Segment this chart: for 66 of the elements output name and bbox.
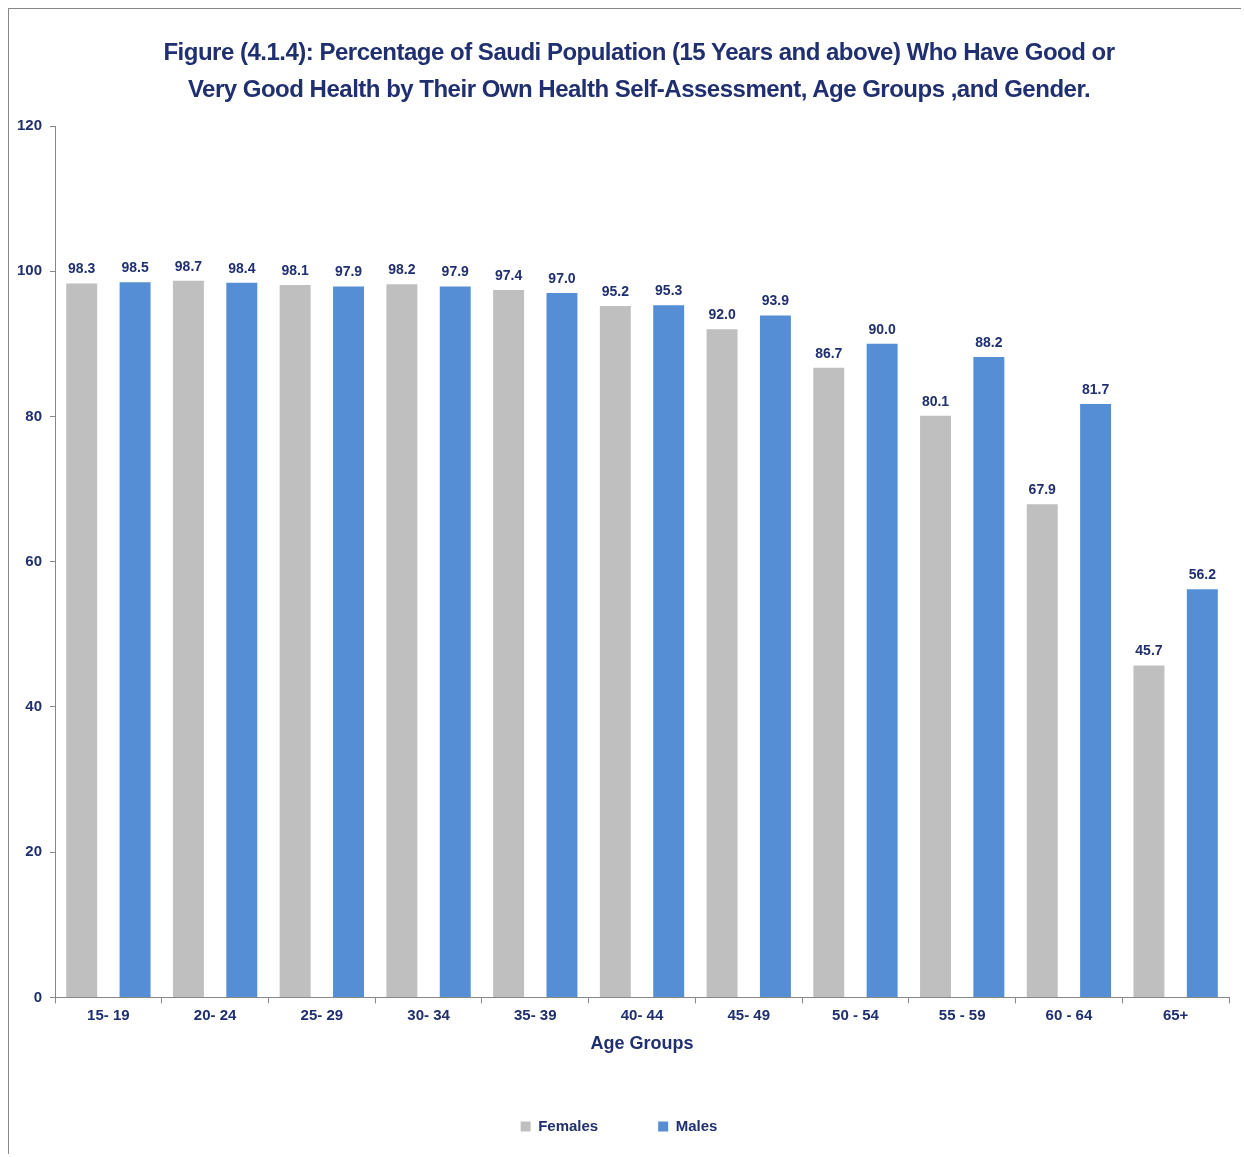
data-label: 90.0: [868, 320, 896, 337]
y-tick-label: 40: [25, 697, 43, 715]
data-label: 97.9: [441, 263, 470, 280]
bar: [759, 315, 791, 997]
y-tick-label: 100: [17, 261, 43, 279]
data-label: 92.0: [708, 306, 736, 323]
x-tick-label: 60 - 64: [1045, 1005, 1093, 1023]
data-label: 95.2: [601, 282, 630, 299]
data-label: 81.7: [1081, 380, 1110, 397]
data-label: 86.7: [815, 344, 843, 361]
data-label: 97.4: [494, 266, 523, 283]
bar: [439, 286, 471, 997]
data-label: 98.4: [228, 259, 256, 276]
x-tick-label: 45- 49: [727, 1005, 771, 1023]
y-tick-label: 80: [25, 406, 43, 424]
x-tick-label: 35- 39: [514, 1005, 557, 1023]
y-tick-label: 120: [17, 116, 43, 134]
bar: [279, 285, 311, 997]
data-label: 56.2: [1188, 566, 1217, 583]
bar: [1080, 404, 1112, 997]
x-tick-label: 15- 19: [87, 1005, 130, 1023]
bar: [1133, 665, 1165, 997]
data-label: 98.2: [388, 261, 416, 278]
legend-label: Males: [675, 1116, 718, 1134]
bar: [706, 329, 738, 997]
bar: [1026, 504, 1058, 997]
data-label: 93.9: [761, 292, 790, 309]
data-label: 98.7: [174, 257, 203, 274]
legend-label: Females: [538, 1116, 599, 1134]
bar: [866, 343, 898, 997]
data-label: 98.3: [68, 260, 96, 277]
bar: [119, 282, 151, 997]
bar: [546, 293, 578, 997]
data-label: 97.9: [334, 263, 363, 280]
bar: [66, 283, 98, 997]
bar: [333, 286, 364, 997]
bar: [653, 305, 685, 997]
chart-title: Figure (4.1.4): Percentage of Saudi Population (15 Years and above) Who Have Good or Very Good Health by Their Own Health Self-Assessment, Age Groups ,and Gender.: [162, 37, 1116, 104]
data-label: 80.1: [921, 392, 950, 409]
bar: [813, 367, 845, 997]
bar: [920, 415, 951, 997]
data-label: 67.9: [1028, 481, 1057, 498]
data-label: 98.5: [121, 258, 149, 275]
data-label: 95.3: [655, 282, 683, 299]
bar: [386, 284, 418, 997]
data-label: 98.1: [281, 261, 309, 278]
data-label: 88.2: [975, 333, 1003, 350]
x-tick-label: 50 - 54: [832, 1005, 880, 1023]
bar: [226, 282, 258, 997]
y-tick-label: 20: [25, 842, 43, 860]
data-label: 45.7: [1135, 642, 1163, 659]
x-tick-label: 30- 34: [407, 1005, 451, 1023]
bar: [973, 356, 1005, 997]
y-tick-label: 0: [33, 987, 43, 1005]
x-axis-title: Age Groups: [590, 1033, 694, 1054]
y-tick-label: 60: [25, 551, 43, 569]
bar: [172, 280, 204, 997]
bar: [493, 290, 525, 997]
bar: [599, 306, 631, 997]
x-tick-label: 25- 29: [300, 1005, 344, 1023]
x-tick-label: 65+: [1162, 1005, 1189, 1023]
x-tick-label: 20- 24: [193, 1005, 238, 1023]
data-label: 97.0: [548, 269, 576, 286]
x-tick-label: 55 - 59: [938, 1005, 986, 1023]
bar: [1186, 589, 1218, 997]
x-tick-label: 40- 44: [620, 1005, 664, 1023]
